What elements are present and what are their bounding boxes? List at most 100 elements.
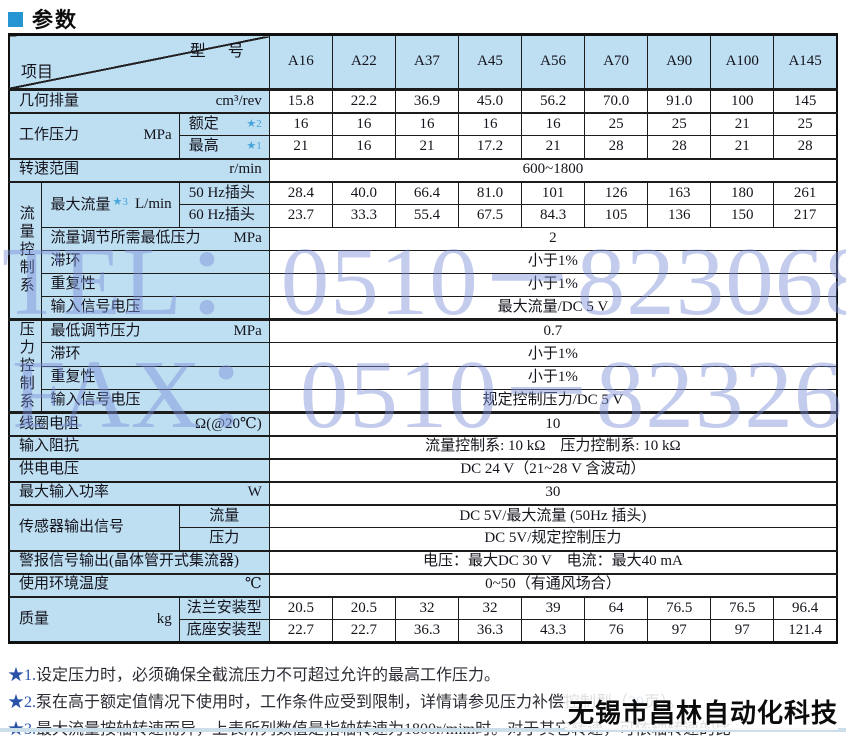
max-input-power-value-cell: 30 [268, 481, 838, 506]
table-cell: 17.2 [457, 135, 523, 160]
flow-min-pressure-label-cell: 流量调节所需最低压力 MPa [40, 227, 270, 251]
table-cell: 150 [710, 204, 775, 228]
sensor-pressure-value-cell: DC 5V/规定控制压力 [268, 527, 838, 552]
table-row-maxflow-50hz: 流量控制系 最大流量 ★3 L/min 50 Hz插头 28.4 40.0 66.4 81… [8, 181, 838, 321]
table-cell: 16 [394, 112, 459, 136]
page-bottom-strip [0, 728, 846, 732]
table-row-pressure-input-signal: 输入信号电压 规定控制压力/DC 5 V [9, 388, 838, 415]
model-header-cell: A56 [521, 34, 586, 91]
table-row-sensor-pressure: 压力 DC 5V/规定控制压力 [9, 527, 838, 552]
table-cell: 217 [773, 204, 838, 228]
table-header-row: 型 号 项目 A16 A22 A37 A45 A56 A70 A90 A100 A145 [8, 34, 838, 91]
table-cell: 67.5 [457, 204, 523, 228]
coil-resistance-label-cell: 线圈电阻 Ω(@20℃) [8, 412, 270, 437]
sensor-output-label-cell: 传感器输出信号 [8, 504, 180, 552]
flow-hysteresis-value-cell: 小于1% [268, 250, 838, 274]
footnote-1: ★1.设定压力时，必须确保全截流压力不可超过允许的最高工作压力。 [8, 667, 501, 684]
star2-mark: ★2 [246, 117, 262, 130]
table-row-flow-hysteresis: 滞环 小于1% [9, 250, 838, 274]
table-cell: 32 [394, 596, 459, 620]
pressure-hysteresis-label-cell: 滞环 [40, 342, 270, 367]
table-row-pressure-min-adjust: 压力控制系 最低调节压力 MPa 0.7 [8, 318, 838, 414]
table-cell: 70.0 [584, 89, 649, 114]
table-cell: 56.2 [521, 89, 586, 114]
model-header-cell: A37 [394, 34, 459, 91]
alarm-output-label-cell: 警报信号输出(晶体管开式集流器) [8, 550, 270, 575]
table-cell: 136 [647, 204, 712, 228]
table-cell: 163 [647, 181, 712, 205]
table-cell: 20.5 [268, 596, 333, 620]
table-cell: 97 [710, 619, 775, 643]
table-cell: 28 [584, 135, 649, 160]
table-row-speed: 转速范围 r/min 600~1800 [8, 158, 838, 183]
weight-base-sublabel: 底座安装型 [178, 619, 270, 643]
model-header-cell: A70 [584, 34, 649, 91]
max-input-power-label-cell: 最大输入功率 W [8, 481, 270, 506]
speed-label-cell: 转速范围 r/min [8, 158, 270, 183]
footnote-2-star: ★2. [8, 694, 37, 711]
pressure-rated-sublabel: 额定 ★2 [178, 112, 270, 136]
company-watermark: 无锡市昌林自动化科技 [564, 693, 838, 730]
flow-hysteresis-label-cell: 滞环 [40, 250, 270, 274]
table-cell: 76 [584, 619, 649, 643]
corner-header-cell: 型 号 项目 [8, 34, 270, 91]
table-cell: 100 [710, 89, 775, 114]
table-cell: 32 [457, 596, 523, 620]
table-cell: 101 [521, 181, 586, 205]
table-cell: 84.3 [521, 204, 586, 228]
pressure-input-signal-label-cell: 输入信号电压 [40, 388, 270, 415]
page-title-text: 参数 [32, 9, 78, 32]
table-cell: 28 [647, 135, 712, 160]
table-cell: 43.3 [521, 619, 586, 643]
flow-min-pressure-value-cell: 2 [268, 227, 838, 251]
table-cell: 39 [521, 596, 586, 620]
sensor-flow-value-cell: DC 5V/最大流量 (50Hz 插头) [268, 504, 838, 528]
table-cell: 64 [584, 596, 649, 620]
table-row-weight-base: 底座安装型 22.7 22.7 36.3 36.3 43.3 76 97 97 121.4 [9, 619, 838, 643]
flow-input-signal-label-cell: 输入信号电压 [40, 296, 270, 321]
sensor-flow-sublabel: 流量 [178, 504, 270, 528]
pressure-repeatability-label-cell: 重复性 [40, 365, 270, 390]
model-header-cell: A100 [710, 34, 775, 91]
flow-repeatability-value-cell: 小于1% [268, 273, 838, 297]
table-cell: 91.0 [647, 89, 712, 114]
pressure-max-sublabel: 最高 ★1 [178, 135, 270, 160]
table-row-flow-min-pressure: 流量调节所需最低压力 MPa 2 [9, 227, 838, 251]
star3-mark: ★3 [112, 195, 128, 208]
supply-voltage-label-cell: 供电电压 [8, 458, 270, 483]
spec-table: 型 号 项目 A16 A22 A37 A45 A56 A70 A90 A100 A145 几何排… [8, 33, 838, 644]
table-cell: 22.7 [331, 619, 396, 643]
table-row-coil-resistance: 线圈电阻 Ω(@20℃) 10 [8, 412, 838, 437]
table-cell: 21 [394, 135, 459, 160]
input-impedance-label-cell: 输入阻抗 [8, 435, 270, 460]
speed-value-cell: 600~1800 [268, 158, 838, 183]
table-cell: 16 [457, 112, 523, 136]
page-title: 参数 [8, 4, 78, 34]
table-cell: 36.3 [457, 619, 523, 643]
table-cell: 23.7 [268, 204, 333, 228]
corner-model-label: 型 号 [189, 43, 253, 60]
table-row-supply-voltage: 供电电压 DC 24 V（21~28 V 含波动） [8, 458, 838, 483]
title-square-icon [8, 11, 23, 27]
coil-resistance-value-cell: 10 [268, 412, 838, 437]
model-header-cell: A145 [773, 34, 838, 91]
flow-group-label-cell: 流量控制系 [8, 181, 42, 321]
table-row-displacement: 几何排量 cm³/rev 15.8 22.2 36.9 45.0 56.2 70.0 91.0… [8, 89, 838, 114]
maxflow-60hz-sublabel: 60 Hz插头 [178, 204, 270, 228]
corner-item-label: 项目 [21, 63, 54, 81]
table-row-ambient-temp: 使用环境温度 ℃ 0~50（有通风场合） [8, 573, 838, 598]
table-row-pressure-rated: 工作压力 MPa 额定 ★2 16 16 16 16 16 25 25 21 25 [8, 112, 838, 160]
table-row-flow-input-signal: 输入信号电压 最大流量/DC 5 V [9, 296, 838, 321]
alarm-output-value-cell: 电压：最大DC 30 V 电流：最大40 mA [268, 550, 838, 575]
table-row-pressure-max: 最高 ★1 21 16 21 17.2 21 28 28 21 28 [9, 135, 838, 160]
ambient-temp-value-cell: 0~50（有通风场合） [268, 573, 838, 598]
table-row-weight-flange: 质量 kg 法兰安装型 20.5 20.5 32 32 39 64 76.5 76.5 96.4 [8, 596, 838, 643]
table-cell: 105 [584, 204, 649, 228]
table-cell: 76.5 [647, 596, 712, 620]
table-row-alarm-output: 警报信号输出(晶体管开式集流器) 电压：最大DC 30 V 电流：最大40 mA [8, 550, 838, 575]
flow-repeatability-label-cell: 重复性 [40, 273, 270, 297]
table-cell: 261 [773, 181, 838, 205]
pressure-hysteresis-value-cell: 小于1% [268, 342, 838, 367]
pressure-repeatability-value-cell: 小于1% [268, 365, 838, 390]
table-cell: 40.0 [331, 181, 396, 205]
